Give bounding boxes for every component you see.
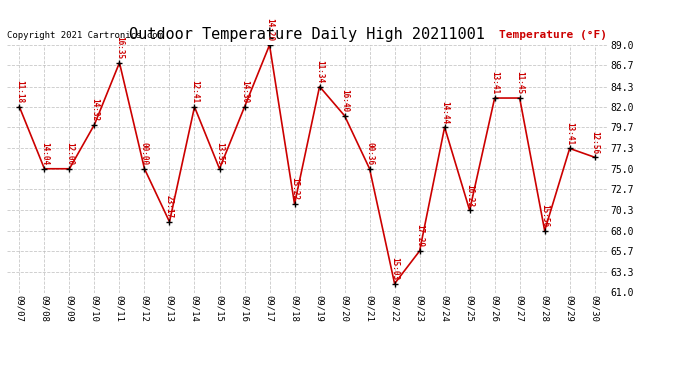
Text: 14:30: 14:30 xyxy=(240,80,249,104)
Text: 11:45: 11:45 xyxy=(515,71,524,94)
Text: 13:41: 13:41 xyxy=(490,71,499,94)
Text: 16:40: 16:40 xyxy=(340,89,349,112)
Text: 13:55: 13:55 xyxy=(215,142,224,165)
Text: 16:23: 16:23 xyxy=(465,184,474,207)
Text: 11:34: 11:34 xyxy=(315,60,324,83)
Text: 14:32: 14:32 xyxy=(90,98,99,121)
Text: 15:03: 15:03 xyxy=(390,257,399,280)
Text: 17:29: 17:29 xyxy=(415,224,424,248)
Text: 12:00: 12:00 xyxy=(65,142,74,165)
Text: 14:04: 14:04 xyxy=(40,142,49,165)
Title: Outdoor Temperature Daily High 20211001: Outdoor Temperature Daily High 20211001 xyxy=(129,27,485,42)
Text: 00:36: 00:36 xyxy=(365,142,374,165)
Text: 12:56: 12:56 xyxy=(590,130,599,154)
Text: 14:44: 14:44 xyxy=(440,100,449,124)
Text: Temperature (°F): Temperature (°F) xyxy=(499,30,607,40)
Text: 00:00: 00:00 xyxy=(140,142,149,165)
Text: 23:17: 23:17 xyxy=(165,195,174,218)
Text: Copyright 2021 Cartronics.com: Copyright 2021 Cartronics.com xyxy=(7,31,163,40)
Text: 11:18: 11:18 xyxy=(15,80,24,104)
Text: 13:41: 13:41 xyxy=(565,122,574,145)
Text: 15:56: 15:56 xyxy=(540,204,549,227)
Text: 16:35: 16:35 xyxy=(115,36,124,59)
Text: 12:41: 12:41 xyxy=(190,80,199,104)
Text: 14:20: 14:20 xyxy=(265,18,274,42)
Text: 15:22: 15:22 xyxy=(290,177,299,201)
